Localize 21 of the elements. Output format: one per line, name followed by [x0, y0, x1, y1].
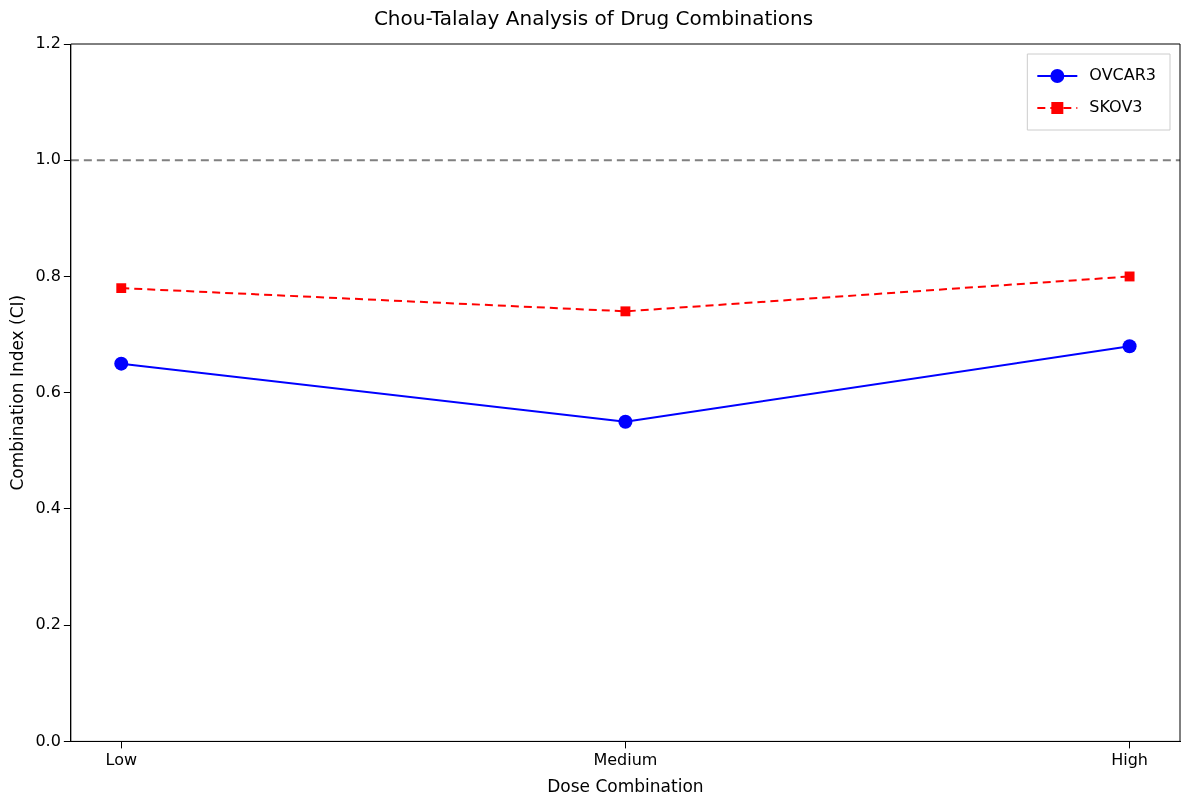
y-tick-label: 0.6 [35, 381, 61, 401]
x-tick-label: Medium [593, 750, 658, 770]
y-tick-label: 0.4 [35, 498, 61, 518]
point [116, 283, 127, 294]
y-tick-label: 1.0 [35, 149, 61, 169]
x-axis-title: Dose Combination [547, 776, 704, 797]
point [1124, 271, 1135, 282]
chart-title: Chou-Talalay Analysis of Drug Combinations [373, 6, 814, 31]
y-axis-title: Combination Index (CI) [6, 294, 27, 491]
point [618, 414, 633, 429]
y-tick-label: 0.8 [35, 265, 61, 285]
y-tick-label: 0.0 [35, 730, 61, 750]
y-tick-label: 0.2 [35, 614, 61, 634]
point [114, 356, 129, 371]
legend-label: SKOV3 [1089, 97, 1143, 117]
point [620, 306, 631, 317]
legend-label: OVCAR3 [1089, 65, 1156, 85]
y-tick-label: 1.2 [35, 33, 61, 53]
x-tick-label: Low [105, 750, 138, 770]
point [1122, 339, 1137, 354]
x-tick-label: High [1111, 750, 1148, 770]
